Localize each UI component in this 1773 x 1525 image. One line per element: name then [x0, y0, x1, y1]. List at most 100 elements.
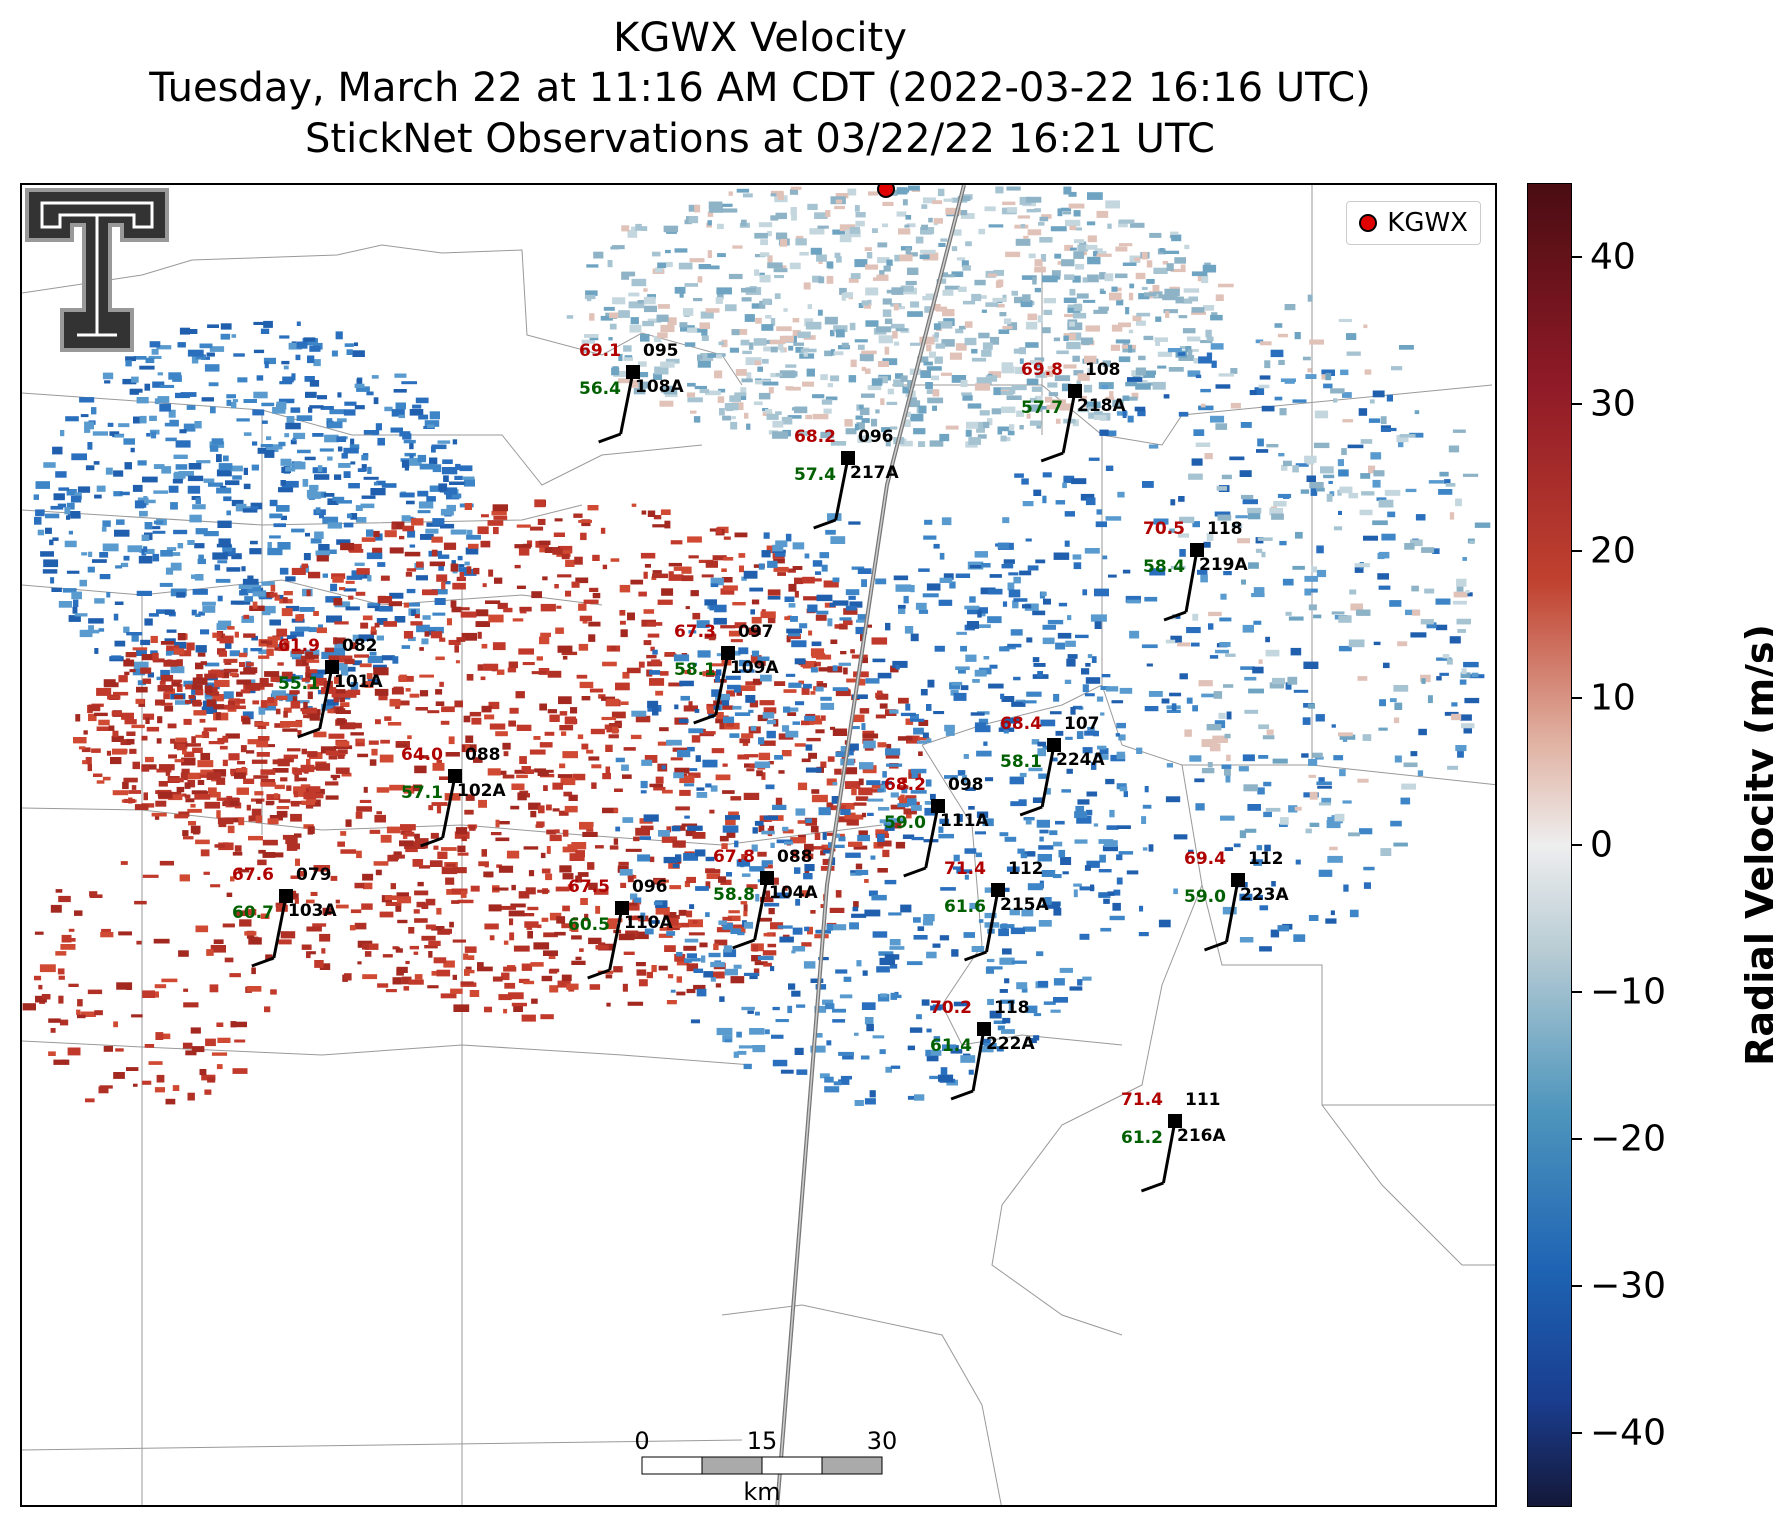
velocity-echo: [210, 944, 223, 950]
velocity-echo: [247, 585, 261, 594]
velocity-echo: [797, 820, 808, 824]
velocity-echo: [823, 580, 839, 588]
velocity-echo: [1272, 677, 1285, 685]
velocity-echo: [406, 568, 417, 572]
velocity-echo: [761, 830, 775, 835]
velocity-echo: [960, 1055, 976, 1063]
velocity-echo: [1099, 429, 1109, 436]
velocity-echo: [301, 563, 309, 569]
velocity-echo: [524, 921, 539, 928]
velocity-echo: [1469, 540, 1475, 544]
velocity-echo: [323, 549, 337, 554]
velocity-echo: [861, 350, 877, 355]
velocity-echo: [508, 720, 516, 727]
velocity-echo: [1080, 493, 1095, 501]
velocity-echo: [885, 622, 891, 631]
velocity-echo: [653, 373, 662, 380]
velocity-echo: [80, 414, 89, 418]
velocity-echo: [960, 645, 967, 652]
velocity-echo: [376, 787, 390, 793]
velocity-echo: [810, 910, 816, 914]
wind-barb: [813, 518, 837, 530]
velocity-echo: [984, 206, 996, 212]
velocity-echo: [1259, 946, 1272, 952]
velocity-echo: [659, 927, 673, 931]
velocity-echo: [392, 946, 399, 950]
velocity-echo: [1271, 513, 1284, 520]
velocity-echo: [730, 976, 745, 984]
velocity-echo: [1303, 661, 1319, 669]
velocity-echo: [969, 902, 980, 910]
velocity-echo: [491, 510, 507, 516]
radar-site-marker[interactable]: [877, 185, 895, 198]
velocity-echo: [646, 971, 653, 979]
velocity-echo: [663, 388, 678, 395]
velocity-echo: [1087, 235, 1097, 243]
velocity-echo: [180, 772, 188, 781]
velocity-echo: [844, 781, 861, 789]
velocity-echo: [777, 192, 784, 200]
velocity-echo: [1471, 672, 1479, 678]
velocity-echo: [295, 858, 300, 866]
velocity-echo: [586, 297, 592, 302]
velocity-echo: [310, 538, 322, 544]
velocity-echo: [498, 770, 507, 775]
velocity-echo: [835, 890, 842, 898]
velocity-echo: [1279, 817, 1289, 825]
velocity-echo: [1206, 336, 1214, 342]
station-marker: [991, 883, 1005, 897]
velocity-echo: [204, 1089, 212, 1095]
velocity-echo: [817, 309, 823, 316]
velocity-echo: [58, 975, 65, 980]
wind-barb: [587, 968, 611, 980]
velocity-echo: [496, 669, 505, 675]
velocity-echo: [864, 879, 869, 883]
colorbar: [1527, 183, 1572, 1507]
velocity-echo: [804, 553, 810, 559]
velocity-echo: [649, 678, 665, 686]
velocity-echo: [1001, 362, 1014, 370]
velocity-echo: [792, 330, 801, 337]
velocity-echo: [699, 389, 710, 394]
velocity-echo: [627, 1001, 644, 1006]
velocity-echo: [921, 224, 928, 230]
velocity-echo: [216, 623, 227, 631]
velocity-echo: [1007, 207, 1018, 213]
velocity-echo: [1096, 253, 1112, 257]
velocity-echo: [892, 824, 900, 828]
velocity-echo: [216, 810, 221, 819]
radar-map[interactable]: 69.1 095 56.4 108A 69.8 108 57.7 218A 68.2 096 57.…: [20, 183, 1497, 1507]
velocity-echo: [1115, 339, 1131, 344]
velocity-echo: [145, 717, 150, 724]
velocity-echo: [1048, 392, 1059, 397]
velocity-echo: [1052, 874, 1062, 879]
velocity-echo: [308, 571, 321, 579]
velocity-echo: [1362, 734, 1372, 741]
velocity-echo: [1247, 804, 1261, 811]
velocity-echo: [226, 394, 236, 399]
velocity-echo: [665, 249, 671, 254]
velocity-echo: [660, 324, 675, 333]
velocity-echo: [451, 560, 456, 566]
velocity-echo: [1269, 682, 1285, 689]
velocity-echo: [861, 579, 867, 587]
velocity-echo: [151, 348, 159, 355]
velocity-echo: [924, 519, 933, 525]
velocity-echo: [786, 635, 791, 643]
